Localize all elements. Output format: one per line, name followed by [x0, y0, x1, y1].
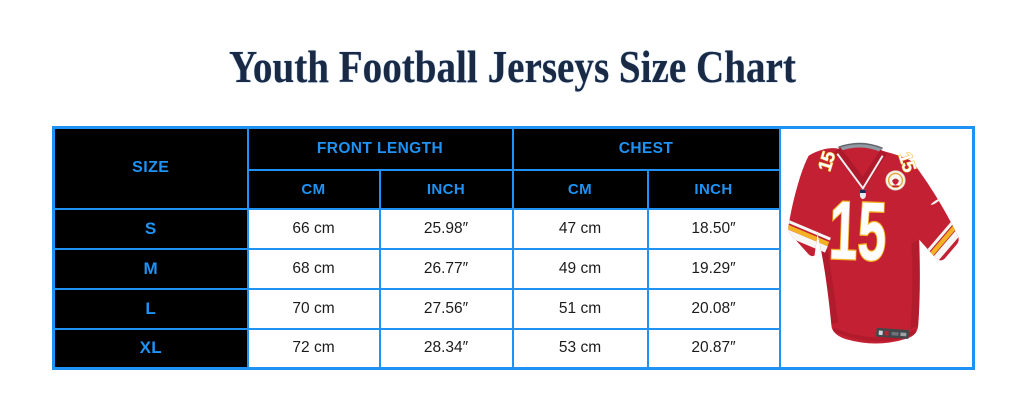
chiefs-patch-icon [884, 170, 906, 191]
table-row-s: S 66 cm 25.98″ 47 cm 18.50″ [52, 207, 974, 250]
column-header-chest: CHEST [511, 126, 781, 171]
front-length-cm-cell: 66 cm [246, 207, 381, 250]
size-cell: XL [52, 327, 249, 370]
subheader-front-inch: INCH [378, 168, 514, 210]
subheader-front-cm: CM [246, 168, 381, 210]
chest-inch-cell: 18.50″ [646, 207, 781, 250]
jock-tag [875, 327, 909, 339]
front-length-inch-cell: 27.56″ [378, 287, 514, 330]
subheader-chest-cm: CM [511, 168, 649, 210]
chest-cm-cell: 53 cm [511, 327, 649, 370]
size-chart-table: SIZE FRONT LENGTH CHEST [52, 126, 976, 370]
jersey-number: 15 [827, 183, 887, 278]
jersey-image: 15 15 15 [787, 142, 959, 344]
chest-cm-cell: 49 cm [511, 247, 649, 290]
chest-cm-cell: 47 cm [511, 207, 649, 250]
nfl-shield-icon [859, 189, 866, 200]
front-length-cm-cell: 68 cm [246, 247, 381, 290]
table-row-m: M 68 cm 26.77″ 49 cm 19.29″ [52, 247, 974, 290]
front-length-inch-cell: 26.77″ [378, 247, 514, 290]
chest-inch-cell: 20.08″ [646, 287, 781, 330]
page-title: Youth Football Jerseys Size Chart [228, 41, 796, 92]
table-row-xl: XL 72 cm 28.34″ 53 cm 20.87″ [52, 327, 974, 370]
column-header-size: SIZE [52, 126, 249, 210]
jersey-image-cell: 15 15 15 [778, 126, 975, 370]
size-cell: S [52, 207, 249, 250]
jersey-graphic: 15 15 15 [787, 142, 959, 344]
jersey-body [787, 145, 959, 344]
chest-inch-cell: 20.87″ [646, 327, 781, 370]
table-row-l: L 70 cm 27.56″ 51 cm 20.08″ [52, 287, 974, 330]
front-length-inch-cell: 28.34″ [378, 327, 514, 370]
front-length-cm-cell: 72 cm [246, 327, 381, 370]
header-row-units: CM INCH CM INCH [54, 168, 974, 210]
chest-cm-cell: 51 cm [511, 287, 649, 330]
size-cell: L [52, 287, 249, 330]
nike-swoosh-icon [930, 197, 942, 205]
front-length-inch-cell: 25.98″ [378, 207, 514, 250]
chest-inch-cell: 19.29″ [646, 247, 781, 290]
jersey-collar [833, 142, 887, 190]
size-cell: M [52, 247, 249, 290]
column-header-front-length: FRONT LENGTH [246, 126, 514, 171]
front-length-cm-cell: 70 cm [246, 287, 381, 330]
header-row-groups: SIZE FRONT LENGTH CHEST [52, 126, 975, 370]
subheader-chest-inch: INCH [646, 168, 781, 210]
